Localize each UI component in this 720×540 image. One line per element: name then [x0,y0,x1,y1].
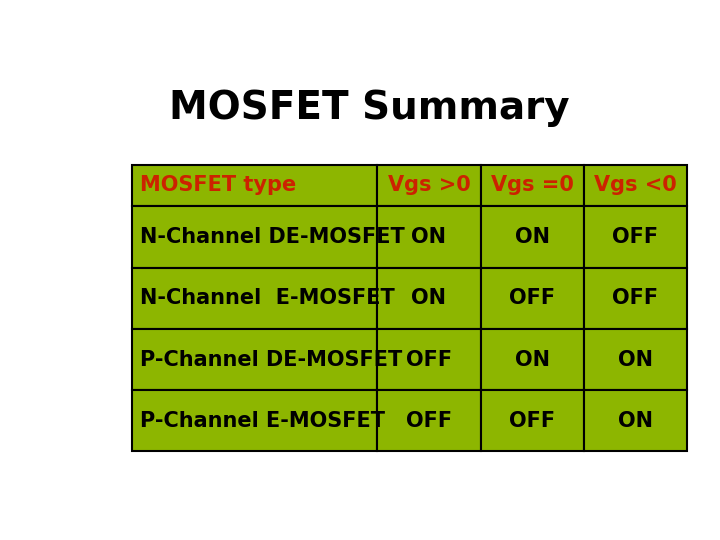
Text: ON: ON [515,349,549,369]
Bar [481,267,584,329]
Bar [584,165,687,206]
Text: ON: ON [618,411,653,431]
Text: OFF: OFF [509,288,555,308]
Text: OFF: OFF [406,349,452,369]
Bar [377,267,481,329]
Text: MOSFET Summary: MOSFET Summary [168,90,570,127]
Bar [377,165,481,206]
Text: OFF: OFF [406,411,452,431]
Bar [377,390,481,451]
Text: OFF: OFF [613,227,659,247]
Bar [132,165,377,206]
Text: ON: ON [515,227,549,247]
Text: Vgs =0: Vgs =0 [491,176,574,195]
Text: MOSFET type: MOSFET type [140,176,297,195]
Text: N-Channel  E-MOSFET: N-Channel E-MOSFET [140,288,395,308]
Bar [584,206,687,267]
Text: ON: ON [412,288,446,308]
Bar [377,329,481,390]
Text: OFF: OFF [509,411,555,431]
Text: ON: ON [618,349,653,369]
Bar [132,329,377,390]
Text: OFF: OFF [613,288,659,308]
Bar [481,206,584,267]
Bar [481,165,584,206]
Bar [132,267,377,329]
Text: Vgs >0: Vgs >0 [387,176,470,195]
Bar [481,329,584,390]
Bar [584,267,687,329]
Bar [584,390,687,451]
Text: P-Channel E-MOSFET: P-Channel E-MOSFET [140,411,385,431]
Bar [377,206,481,267]
Bar [132,206,377,267]
Bar [132,390,377,451]
Text: N-Channel DE-MOSFET: N-Channel DE-MOSFET [140,227,405,247]
Bar [481,390,584,451]
Text: P-Channel DE-MOSFET: P-Channel DE-MOSFET [140,349,402,369]
Text: ON: ON [412,227,446,247]
Text: Vgs <0: Vgs <0 [594,176,677,195]
Bar [584,329,687,390]
